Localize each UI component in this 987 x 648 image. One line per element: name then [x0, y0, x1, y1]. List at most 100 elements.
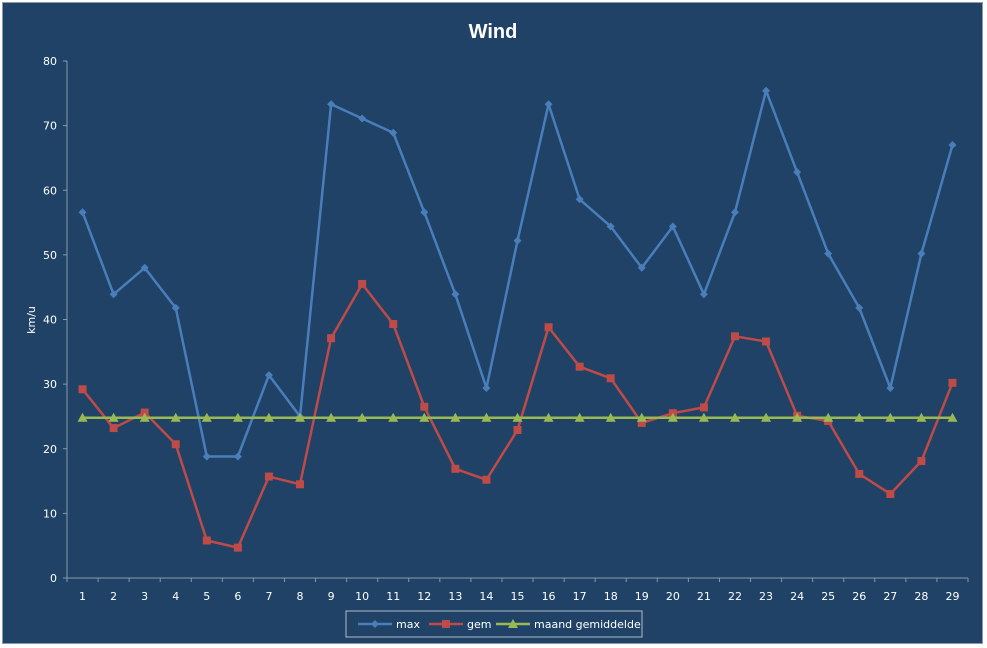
data-point — [606, 374, 615, 383]
data-point — [108, 412, 119, 422]
data-point — [327, 100, 336, 109]
data-point — [917, 249, 926, 258]
x-tick-label: 13 — [448, 590, 462, 603]
data-point — [109, 290, 118, 299]
data-point — [264, 472, 273, 481]
x-tick-label: 15 — [511, 590, 525, 603]
series-max — [78, 86, 957, 461]
legend-box — [345, 610, 643, 638]
data-point — [730, 332, 739, 341]
legend-label: max — [396, 618, 420, 631]
data-point — [667, 412, 678, 422]
data-point — [78, 208, 87, 217]
data-point — [171, 303, 180, 312]
data-point — [637, 418, 646, 427]
data-point — [917, 457, 926, 466]
data-point — [636, 412, 647, 422]
series-line — [81, 89, 954, 458]
x-tick-label: 8 — [297, 590, 304, 603]
data-point — [699, 290, 708, 299]
data-point — [420, 208, 429, 217]
y-tick-label: 70 — [43, 120, 57, 133]
x-tick-label: 28 — [914, 590, 928, 603]
data-point — [78, 385, 87, 394]
x-tick-label: 18 — [604, 590, 618, 603]
chart-title: Wind — [469, 21, 518, 43]
data-point — [389, 128, 398, 137]
data-point — [77, 412, 88, 422]
x-tick-label: 14 — [479, 590, 493, 603]
x-tick-label: 4 — [172, 590, 179, 603]
data-point — [823, 412, 834, 422]
data-point — [575, 195, 584, 204]
data-point — [699, 403, 708, 412]
data-point — [544, 100, 553, 109]
data-point — [263, 412, 274, 422]
legend-item: max — [358, 618, 420, 631]
x-tick-label: 24 — [790, 590, 804, 603]
x-tick-label: 19 — [635, 590, 649, 603]
data-point — [762, 86, 771, 95]
data-point — [512, 412, 523, 422]
data-point — [358, 279, 367, 288]
data-point — [793, 168, 802, 177]
data-point — [544, 323, 553, 332]
y-tick-label: 30 — [43, 378, 57, 391]
data-point — [948, 141, 957, 150]
data-point — [730, 208, 739, 217]
x-tick-label: 16 — [542, 590, 556, 603]
x-tick-label: 6 — [234, 590, 241, 603]
data-point — [171, 440, 180, 449]
x-tick-label: 7 — [265, 590, 272, 603]
legend-swatch-marker — [442, 620, 450, 628]
data-point — [140, 408, 149, 417]
legend-label: maand gemiddelde — [534, 618, 641, 631]
data-point — [451, 290, 460, 299]
data-point — [855, 303, 864, 312]
data-point — [886, 489, 895, 498]
legend-swatch-marker — [508, 619, 518, 628]
data-point — [419, 412, 430, 422]
data-point — [170, 412, 181, 422]
data-point — [668, 222, 677, 231]
legend-item: gem — [429, 618, 491, 631]
data-point — [916, 412, 927, 422]
x-tick-label: 1 — [79, 590, 86, 603]
data-point — [761, 412, 772, 422]
legend-label: gem — [467, 618, 491, 631]
data-point — [513, 426, 522, 435]
data-point — [296, 480, 305, 489]
data-point — [575, 362, 584, 371]
data-point — [201, 412, 212, 422]
x-tick-label: 11 — [386, 590, 400, 603]
x-tick-label: 12 — [417, 590, 431, 603]
data-point — [606, 222, 615, 231]
x-tick-label: 2 — [110, 590, 117, 603]
data-point — [886, 384, 895, 393]
data-point — [481, 412, 492, 422]
data-point — [232, 412, 243, 422]
x-tick-label: 20 — [666, 590, 680, 603]
data-point — [637, 263, 646, 272]
x-tick-label: 9 — [328, 590, 335, 603]
x-tick-label: 17 — [573, 590, 587, 603]
data-point — [729, 412, 740, 422]
data-point — [762, 337, 771, 346]
data-point — [450, 412, 461, 422]
data-point — [605, 412, 616, 422]
data-point — [109, 424, 118, 433]
data-point — [202, 452, 211, 461]
data-point — [358, 114, 367, 123]
data-point — [139, 412, 150, 422]
y-tick-label: 60 — [43, 184, 57, 197]
y-axis-label: km/u — [25, 306, 38, 334]
data-point — [824, 249, 833, 258]
data-point — [854, 412, 865, 422]
x-tick-label: 27 — [883, 590, 897, 603]
y-tick-label: 10 — [43, 507, 57, 520]
data-point — [543, 412, 554, 422]
x-tick-label: 25 — [821, 590, 835, 603]
x-tick-label: 29 — [945, 590, 959, 603]
legend-item: maand gemiddelde — [496, 618, 641, 631]
